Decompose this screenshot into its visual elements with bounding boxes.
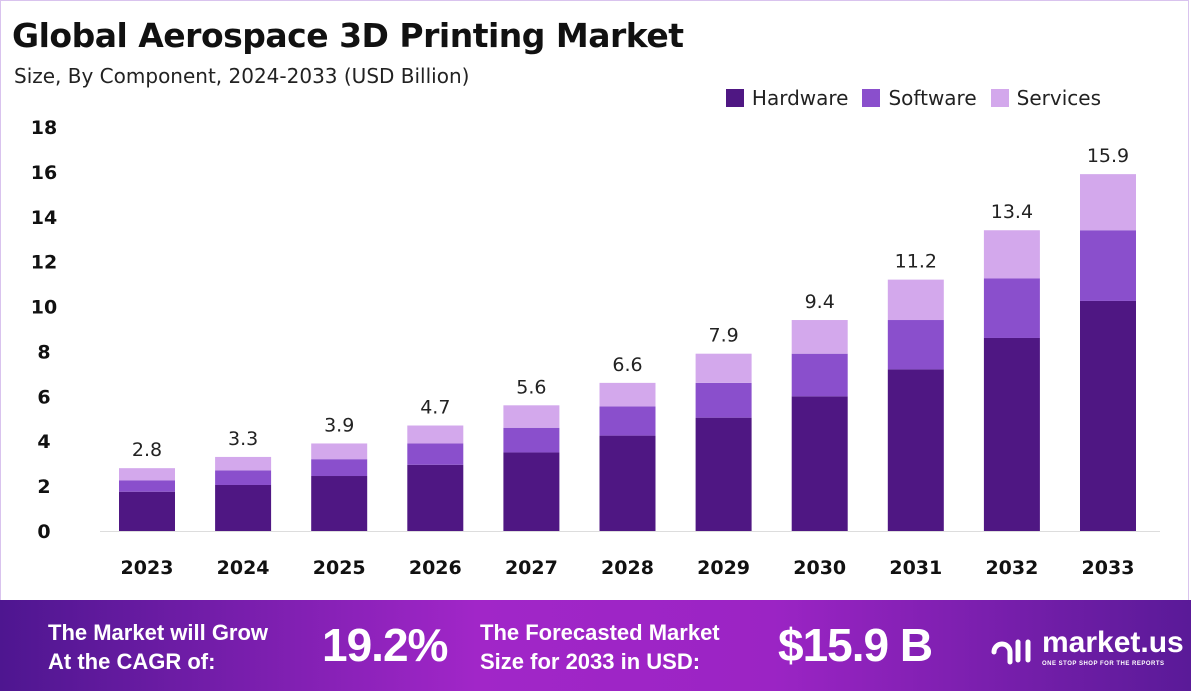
y-tick-label: 8 xyxy=(37,341,50,363)
bar-services-2032 xyxy=(983,230,1040,279)
x-tick-label: 2030 xyxy=(793,557,846,579)
chart-title: Global Aerospace 3D Printing Market xyxy=(12,16,684,55)
bar-services-2029 xyxy=(695,353,752,383)
data-label: 4.7 xyxy=(420,397,450,419)
data-label: 3.3 xyxy=(228,428,258,450)
bar-hardware-2027 xyxy=(503,452,560,531)
y-tick-label: 12 xyxy=(31,252,57,274)
bar-hardware-2032 xyxy=(983,337,1040,531)
legend-label: Services xyxy=(1016,86,1101,110)
legend-swatch xyxy=(990,89,1009,107)
x-tick-label: 2033 xyxy=(1082,557,1135,579)
y-tick-label: 14 xyxy=(31,207,57,229)
bar-hardware-2033 xyxy=(1080,300,1136,531)
x-tick-label: 2031 xyxy=(889,557,942,579)
forecast-label-line: Size for 2033 in USD: xyxy=(480,649,701,674)
bar-hardware-2029 xyxy=(695,417,752,531)
forecast-label-line: The Forecasted Market xyxy=(480,620,720,645)
bar-services-2024 xyxy=(215,456,272,471)
footer-banner: The Market will Grow At the CAGR of: 19.… xyxy=(0,600,1191,691)
bar-software-2024 xyxy=(215,470,272,485)
bar-hardware-2023 xyxy=(119,491,175,531)
bar-hardware-2025 xyxy=(311,476,368,531)
logo-tagline: ONE STOP SHOP FOR THE REPORTS xyxy=(1042,661,1165,667)
legend-item-services: Services xyxy=(990,86,1101,110)
y-tick-label: 2 xyxy=(37,476,50,498)
bar-services-2033 xyxy=(1080,174,1136,231)
y-tick-label: 4 xyxy=(37,431,50,453)
bar-software-2029 xyxy=(695,382,752,418)
y-tick-label: 18 xyxy=(31,117,57,139)
bar-software-2031 xyxy=(887,320,944,370)
chart-frame xyxy=(0,0,1189,600)
bar-software-2033 xyxy=(1080,230,1136,301)
bar-software-2032 xyxy=(983,278,1040,338)
data-label: 6.6 xyxy=(612,354,642,376)
cagr-label-line: At the CAGR of: xyxy=(48,649,216,674)
bar-chart: 0 2 4 6 8 10 12 14 16 18 2.8 2023 3.3 2024 3.9 2025 4.7 2… xyxy=(31,117,1160,579)
data-label: 11.2 xyxy=(895,251,937,273)
y-tick-label: 0 xyxy=(37,521,50,543)
data-label: 15.9 xyxy=(1087,145,1129,167)
bar-software-2025 xyxy=(311,459,368,477)
bar-services-2026 xyxy=(407,425,464,444)
bar-software-2028 xyxy=(599,406,656,436)
data-label: 3.9 xyxy=(324,414,354,436)
chart-subtitle: Size, By Component, 2024-2033 (USD Billi… xyxy=(14,64,470,88)
bar-hardware-2030 xyxy=(791,396,848,531)
logo-icon xyxy=(991,639,1031,664)
bar-services-2023 xyxy=(119,468,175,481)
bar-services-2028 xyxy=(599,382,656,407)
data-label: 7.9 xyxy=(708,325,738,347)
y-tick-label: 6 xyxy=(37,386,50,408)
x-tick-label: 2032 xyxy=(985,557,1038,579)
bar-services-2027 xyxy=(503,405,560,428)
legend-swatch xyxy=(862,89,881,107)
legend-item-software: Software xyxy=(862,86,977,110)
cagr-label-line: The Market will Grow xyxy=(48,620,269,645)
x-tick-label: 2029 xyxy=(697,557,750,579)
x-tick-label: 2026 xyxy=(409,557,462,579)
forecast-value: $15.9 B xyxy=(778,619,933,671)
x-tick-label: 2025 xyxy=(313,557,366,579)
y-tick-label: 16 xyxy=(31,162,57,184)
x-tick-label: 2028 xyxy=(601,557,654,579)
forecast-label: The Forecasted Market Size for 2033 in U… xyxy=(480,618,720,676)
x-tick-label: 2024 xyxy=(217,557,270,579)
legend: Hardware Software Services xyxy=(725,86,1101,110)
legend-label: Software xyxy=(888,86,977,110)
legend-swatch xyxy=(725,89,744,107)
bar-software-2030 xyxy=(791,353,848,397)
logo-name: market.us xyxy=(1042,626,1184,659)
cagr-label: The Market will Grow At the CAGR of: xyxy=(48,618,268,676)
bar-hardware-2026 xyxy=(407,464,464,531)
bar-hardware-2031 xyxy=(887,369,944,531)
data-label: 9.4 xyxy=(805,291,835,313)
data-label: 2.8 xyxy=(132,439,162,461)
cagr-value: 19.2% xyxy=(322,619,448,671)
x-tick-label: 2023 xyxy=(121,557,174,579)
market-us-logo: market.us ONE STOP SHOP FOR THE REPORTS xyxy=(990,626,1184,669)
data-label: 5.6 xyxy=(516,376,546,398)
bar-software-2027 xyxy=(503,427,560,453)
bar-services-2030 xyxy=(791,320,848,354)
bar-software-2026 xyxy=(407,443,464,465)
legend-label: Hardware xyxy=(751,86,849,110)
bar-software-2023 xyxy=(119,480,175,492)
x-tick-label: 2027 xyxy=(505,557,558,579)
bar-services-2025 xyxy=(311,443,368,460)
legend-item-hardware: Hardware xyxy=(725,86,849,110)
data-label: 13.4 xyxy=(991,201,1033,223)
bar-hardware-2028 xyxy=(599,435,656,531)
bar-hardware-2024 xyxy=(215,484,272,531)
y-tick-label: 10 xyxy=(31,297,57,319)
bar-services-2031 xyxy=(887,279,944,321)
